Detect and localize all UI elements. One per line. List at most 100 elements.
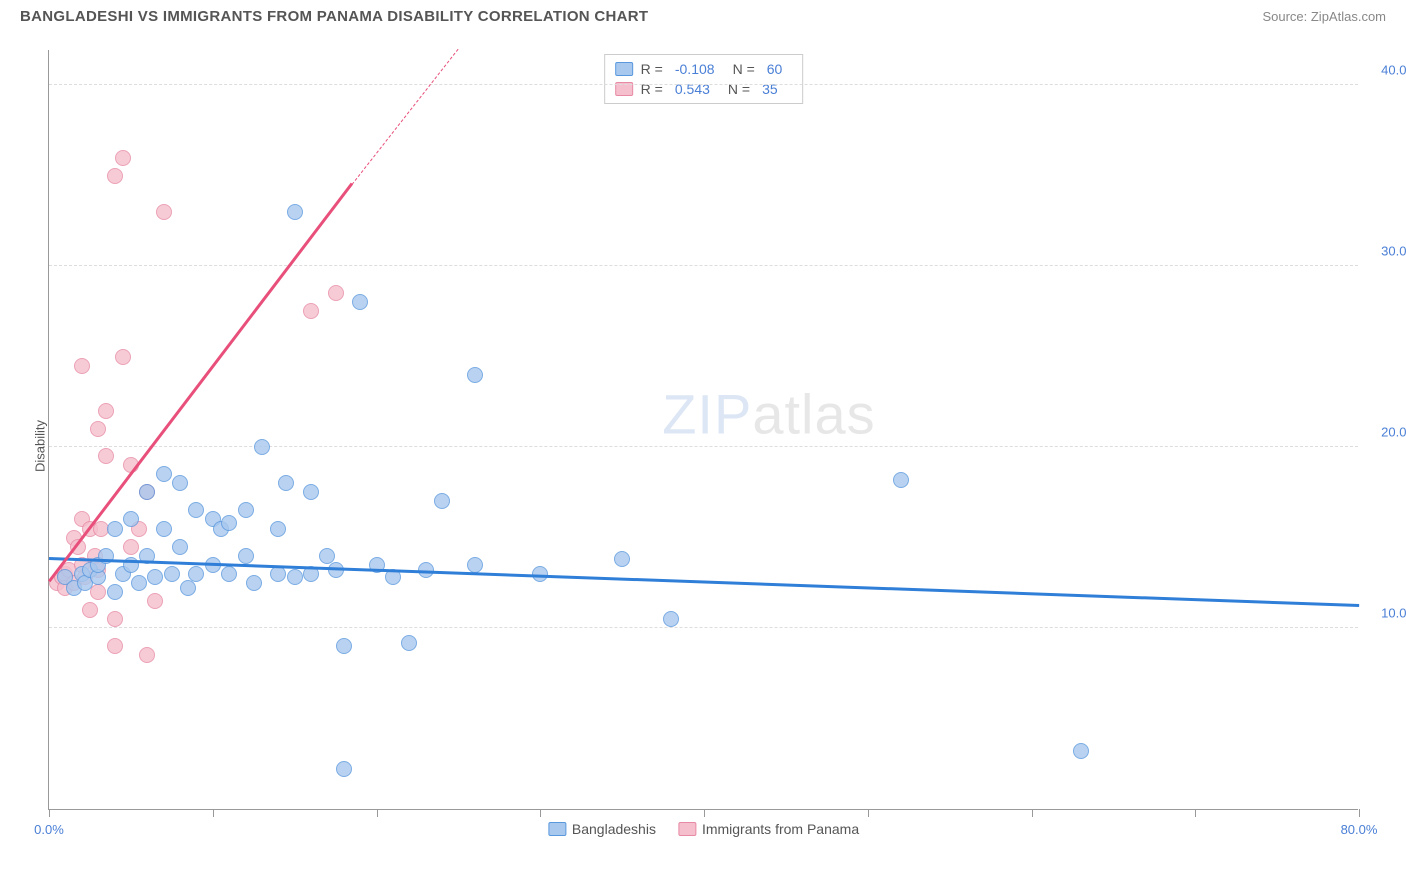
data-point: [188, 566, 204, 582]
data-point: [90, 584, 106, 600]
data-point: [246, 575, 262, 591]
data-point: [238, 502, 254, 518]
trend-line: [352, 48, 459, 184]
xtick: [704, 809, 705, 817]
y-axis-label: Disability: [33, 420, 48, 472]
data-point: [156, 521, 172, 537]
data-point: [147, 593, 163, 609]
data-point: [336, 638, 352, 654]
data-point: [1073, 743, 1089, 759]
data-point: [98, 403, 114, 419]
data-point: [107, 521, 123, 537]
gridline: [49, 84, 1358, 85]
xtick-label: 80.0%: [1341, 822, 1378, 837]
data-point: [663, 611, 679, 627]
data-point: [352, 294, 368, 310]
chart-title: BANGLADESHI VS IMMIGRANTS FROM PANAMA DI…: [20, 8, 648, 25]
data-point: [221, 515, 237, 531]
data-point: [107, 611, 123, 627]
xtick: [868, 809, 869, 817]
legend-swatch: [615, 62, 633, 76]
data-point: [287, 569, 303, 585]
legend-n-label: N =: [733, 61, 755, 77]
data-point: [123, 511, 139, 527]
chart-container: BANGLADESHI VS IMMIGRANTS FROM PANAMA DI…: [0, 0, 1406, 892]
xtick: [49, 809, 50, 817]
data-point: [156, 204, 172, 220]
gridline: [49, 265, 1358, 266]
data-point: [164, 566, 180, 582]
data-point: [188, 502, 204, 518]
data-point: [123, 539, 139, 555]
trend-line: [48, 183, 353, 583]
xtick-label: 0.0%: [34, 822, 64, 837]
legend-swatch: [548, 822, 566, 836]
data-point: [270, 566, 286, 582]
series-legend-label: Immigrants from Panama: [702, 821, 859, 837]
data-point: [278, 475, 294, 491]
series-legend-label: Bangladeshis: [572, 821, 656, 837]
legend-r-label: R =: [641, 61, 663, 77]
data-point: [614, 551, 630, 567]
source-label: Source: ZipAtlas.com: [1262, 9, 1386, 24]
stats-legend: R = -0.108 N = 60 R =0.543N =35: [604, 54, 804, 104]
data-point: [238, 548, 254, 564]
data-point: [107, 168, 123, 184]
gridline: [49, 446, 1358, 447]
series-legend-item: Immigrants from Panama: [678, 821, 859, 837]
data-point: [893, 472, 909, 488]
ytick-label: 10.0%: [1381, 606, 1406, 621]
xtick: [377, 809, 378, 817]
data-point: [147, 569, 163, 585]
ytick-label: 30.0%: [1381, 244, 1406, 259]
stats-legend-row: R =0.543N =35: [615, 79, 793, 99]
data-point: [139, 484, 155, 500]
data-point: [221, 566, 237, 582]
ytick-label: 20.0%: [1381, 425, 1406, 440]
data-point: [401, 635, 417, 651]
data-point: [467, 557, 483, 573]
series-legend-item: Bangladeshis: [548, 821, 656, 837]
data-point: [98, 448, 114, 464]
data-point: [107, 638, 123, 654]
data-point: [287, 204, 303, 220]
data-point: [254, 439, 270, 455]
data-point: [107, 584, 123, 600]
data-point: [90, 421, 106, 437]
data-point: [172, 539, 188, 555]
xtick: [540, 809, 541, 817]
data-point: [115, 349, 131, 365]
data-point: [434, 493, 450, 509]
legend-swatch: [678, 822, 696, 836]
data-point: [74, 358, 90, 374]
xtick: [1195, 809, 1196, 817]
data-point: [180, 580, 196, 596]
data-point: [319, 548, 335, 564]
ytick-label: 40.0%: [1381, 63, 1406, 78]
data-point: [303, 484, 319, 500]
data-point: [336, 761, 352, 777]
data-point: [172, 475, 188, 491]
gridline: [49, 627, 1358, 628]
watermark: ZIPatlas: [662, 382, 875, 447]
series-legend: Bangladeshis Immigrants from Panama: [548, 821, 859, 837]
data-point: [115, 150, 131, 166]
xtick: [1359, 809, 1360, 817]
xtick: [213, 809, 214, 817]
watermark-atlas: atlas: [752, 383, 875, 446]
watermark-zip: ZIP: [662, 383, 752, 446]
data-point: [270, 521, 286, 537]
data-point: [328, 562, 344, 578]
data-point: [156, 466, 172, 482]
data-point: [303, 303, 319, 319]
legend-n-value: 60: [767, 61, 783, 77]
data-point: [82, 602, 98, 618]
xtick: [1032, 809, 1033, 817]
header: BANGLADESHI VS IMMIGRANTS FROM PANAMA DI…: [0, 0, 1406, 29]
stats-legend-row: R = -0.108 N = 60: [615, 59, 793, 79]
data-point: [131, 575, 147, 591]
legend-r-value: -0.108: [675, 61, 715, 77]
data-point: [328, 285, 344, 301]
data-point: [139, 647, 155, 663]
plot-area: ZIPatlas R =-0.108N =60R =0.543N =35 Ban…: [48, 50, 1358, 810]
